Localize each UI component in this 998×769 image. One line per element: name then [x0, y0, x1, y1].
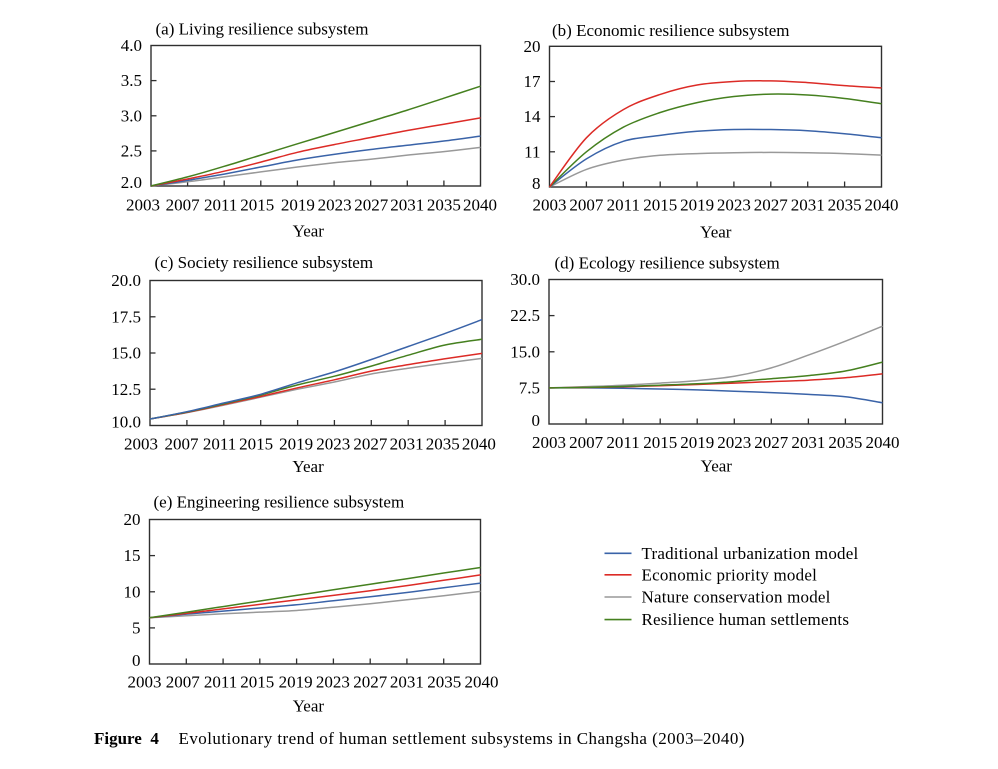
svg-text:0: 0 — [532, 411, 541, 430]
svg-text:2031: 2031 — [390, 435, 424, 454]
svg-text:2.0: 2.0 — [121, 173, 142, 192]
svg-text:2007: 2007 — [165, 435, 200, 454]
svg-text:2023: 2023 — [717, 433, 751, 452]
svg-text:3.0: 3.0 — [121, 106, 142, 125]
svg-text:15.0: 15.0 — [111, 344, 141, 363]
svg-text:30.0: 30.0 — [510, 270, 540, 289]
svg-text:2007: 2007 — [166, 673, 201, 692]
svg-text:5: 5 — [132, 619, 141, 638]
svg-text:2035: 2035 — [427, 673, 461, 692]
svg-text:2027: 2027 — [754, 433, 789, 452]
svg-text:Economic priority model: Economic priority model — [642, 565, 818, 584]
svg-text:2040: 2040 — [866, 433, 900, 452]
svg-text:2.5: 2.5 — [121, 142, 142, 161]
svg-text:2027: 2027 — [354, 196, 389, 215]
svg-text:(a) Living resilience subsyste: (a) Living resilience subsystem — [156, 20, 369, 39]
svg-text:20: 20 — [124, 510, 141, 529]
svg-text:Year: Year — [293, 697, 325, 716]
svg-text:2035: 2035 — [828, 433, 862, 452]
svg-text:7.5: 7.5 — [519, 379, 540, 398]
svg-text:2015: 2015 — [643, 196, 677, 215]
svg-text:(c) Society resilience subsyst: (c) Society resilience subsystem — [155, 253, 374, 272]
svg-text:3.5: 3.5 — [121, 71, 142, 90]
svg-text:10: 10 — [124, 582, 141, 601]
svg-text:2019: 2019 — [279, 435, 313, 454]
svg-text:2003: 2003 — [126, 196, 160, 215]
svg-text:2040: 2040 — [463, 196, 497, 215]
svg-text:2035: 2035 — [828, 196, 862, 215]
svg-text:4.0: 4.0 — [121, 36, 142, 55]
svg-text:2011: 2011 — [607, 196, 640, 215]
svg-text:8: 8 — [532, 174, 541, 193]
svg-text:2023: 2023 — [717, 196, 751, 215]
svg-text:2027: 2027 — [353, 435, 388, 454]
svg-text:17: 17 — [524, 72, 542, 91]
svg-text:2015: 2015 — [239, 435, 273, 454]
svg-text:2027: 2027 — [353, 673, 388, 692]
svg-text:15: 15 — [124, 546, 141, 565]
svg-text:2015: 2015 — [240, 196, 274, 215]
svg-text:2019: 2019 — [680, 196, 714, 215]
svg-text:Resilience human settlements: Resilience human settlements — [642, 610, 850, 629]
svg-text:2027: 2027 — [754, 196, 789, 215]
svg-text:2007: 2007 — [569, 433, 604, 452]
svg-text:Year: Year — [292, 457, 324, 476]
svg-text:20: 20 — [524, 37, 541, 56]
svg-text:(b) Economic resilience subsys: (b) Economic resilience subsystem — [552, 21, 789, 40]
svg-text:2003: 2003 — [533, 196, 567, 215]
svg-text:2023: 2023 — [318, 196, 352, 215]
svg-text:2040: 2040 — [465, 673, 499, 692]
svg-text:2007: 2007 — [166, 196, 201, 215]
svg-text:Year: Year — [700, 223, 732, 242]
svg-text:2019: 2019 — [281, 196, 315, 215]
svg-text:2015: 2015 — [240, 673, 274, 692]
svg-text:2031: 2031 — [791, 196, 825, 215]
svg-text:2011: 2011 — [204, 196, 237, 215]
svg-text:2031: 2031 — [791, 433, 825, 452]
svg-text:2011: 2011 — [204, 673, 237, 692]
svg-text:12.5: 12.5 — [111, 380, 141, 399]
svg-text:Year: Year — [701, 457, 733, 476]
svg-text:Year: Year — [293, 222, 325, 241]
svg-text:2011: 2011 — [606, 433, 639, 452]
svg-text:Traditional urbanization model: Traditional urbanization model — [642, 544, 859, 563]
svg-text:2019: 2019 — [680, 433, 714, 452]
svg-text:(e) Engineering resilience sub: (e) Engineering resilience subsystem — [154, 493, 405, 512]
svg-text:2003: 2003 — [532, 433, 566, 452]
svg-text:2019: 2019 — [279, 673, 313, 692]
svg-text:0: 0 — [132, 651, 141, 670]
svg-text:20.0: 20.0 — [111, 271, 141, 290]
svg-text:2011: 2011 — [203, 435, 236, 454]
svg-text:2040: 2040 — [865, 196, 899, 215]
svg-text:2040: 2040 — [462, 435, 496, 454]
svg-text:22.5: 22.5 — [510, 306, 540, 325]
svg-text:Evolutionary trend of human se: Evolutionary trend of human settlement s… — [179, 729, 745, 748]
svg-text:2015: 2015 — [643, 433, 677, 452]
svg-text:2031: 2031 — [390, 673, 424, 692]
svg-text:2023: 2023 — [316, 673, 350, 692]
svg-text:Nature conservation model: Nature conservation model — [642, 588, 831, 607]
svg-text:15.0: 15.0 — [510, 342, 540, 361]
svg-text:17.5: 17.5 — [111, 307, 141, 326]
svg-text:Figure 4: Figure 4 — [94, 729, 159, 748]
svg-text:2003: 2003 — [128, 673, 162, 692]
svg-text:(d) Ecology resilience subsyst: (d) Ecology resilience subsystem — [555, 254, 780, 273]
svg-text:2003: 2003 — [124, 435, 158, 454]
svg-text:2031: 2031 — [390, 196, 424, 215]
svg-text:14: 14 — [524, 107, 542, 126]
svg-text:2007: 2007 — [569, 196, 604, 215]
svg-text:2035: 2035 — [426, 435, 460, 454]
svg-text:11: 11 — [524, 142, 540, 161]
svg-text:2035: 2035 — [427, 196, 461, 215]
svg-text:10.0: 10.0 — [111, 413, 141, 432]
svg-text:2023: 2023 — [316, 435, 350, 454]
